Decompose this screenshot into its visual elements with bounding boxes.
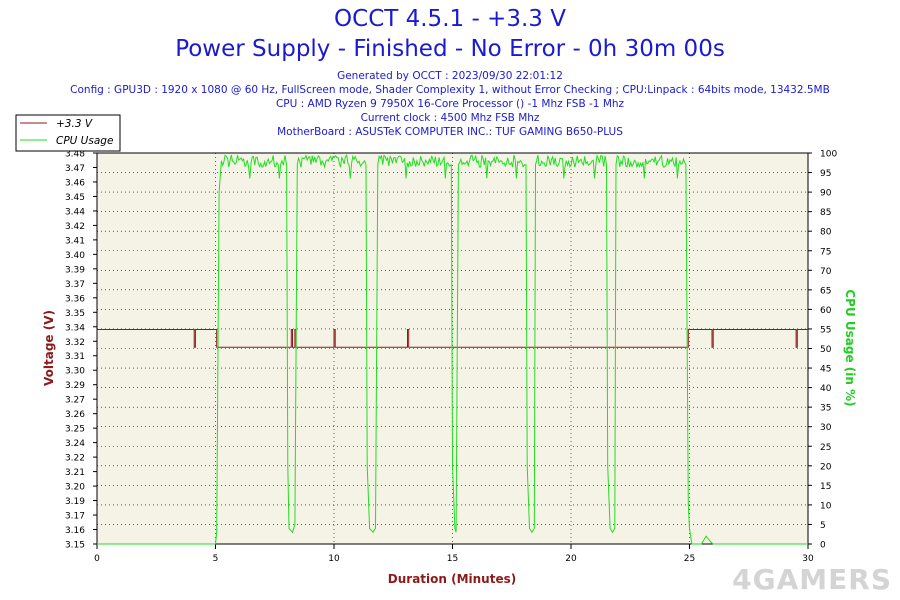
y2-tick-label: 20 xyxy=(820,462,832,472)
x-tick-label: 30 xyxy=(802,554,814,564)
chart-title: OCCT 4.5.1 - +3.3 V xyxy=(334,6,566,32)
y-tick-label: 3.29 xyxy=(65,381,85,391)
y2-tick-label: 100 xyxy=(820,150,837,160)
y2-tick-label: 60 xyxy=(820,306,832,316)
y-tick-label: 3.27 xyxy=(65,396,85,406)
y-tick-label: 3.31 xyxy=(65,352,85,362)
voltage-line xyxy=(97,329,808,348)
y2-tick-label: 45 xyxy=(820,365,831,375)
info-line-clock: Current clock : 4500 Mhz FSB Mhz xyxy=(360,112,540,124)
cpu-usage-line xyxy=(97,154,808,545)
y2-tick-label: 25 xyxy=(820,443,831,453)
y2-tick-label: 70 xyxy=(820,267,832,277)
y-tick-label: 3.25 xyxy=(65,425,85,435)
y2-tick-label: 55 xyxy=(820,325,831,335)
y2-tick-label: 75 xyxy=(820,247,831,257)
y-tick-label: 3.39 xyxy=(65,265,85,275)
legend-label-voltage: +3.3 V xyxy=(56,118,93,130)
y2-axis-label: CPU Usage (in %) xyxy=(843,289,857,406)
y2-tick-label: 85 xyxy=(820,208,831,218)
y-tick-label: 3.16 xyxy=(65,526,85,536)
y-tick-label: 3.45 xyxy=(65,193,85,203)
y2-tick-label: 10 xyxy=(820,501,832,511)
y2-tick-label: 30 xyxy=(820,423,832,433)
y-tick-label: 3.34 xyxy=(65,323,85,333)
y-axis-label: Voltage (V) xyxy=(42,310,56,386)
x-tick-label: 10 xyxy=(328,554,340,564)
info-line-config: Config : GPU3D : 1920 x 1080 @ 60 Hz, Fu… xyxy=(70,84,830,96)
y2-tick-label: 90 xyxy=(820,189,832,199)
y-tick-label: 3.32 xyxy=(65,338,85,348)
y-tick-label: 3.48 xyxy=(65,150,85,160)
y-tick-label: 3.41 xyxy=(65,236,85,246)
watermark-logo: 4GAMERS xyxy=(732,563,892,596)
y2-tick-label: 0 xyxy=(820,541,826,551)
y-tick-label: 3.42 xyxy=(65,222,85,232)
y-tick-label: 3.46 xyxy=(65,178,85,188)
y2-tick-label: 40 xyxy=(820,384,832,394)
y-tick-label: 3.40 xyxy=(65,251,85,261)
x-tick-label: 15 xyxy=(447,554,458,564)
y-tick-label: 3.21 xyxy=(65,468,85,478)
legend-label-cpu: CPU Usage xyxy=(56,135,113,147)
x-axis-label: Duration (Minutes) xyxy=(388,572,516,586)
x-tick-label: 25 xyxy=(684,554,695,564)
y-tick-label: 3.26 xyxy=(65,410,85,420)
x-tick-label: 20 xyxy=(565,554,577,564)
y-tick-label: 3.24 xyxy=(65,439,85,449)
info-line-generated: Generated by OCCT : 2023/09/30 22:01:12 xyxy=(337,70,563,82)
y-tick-label: 3.15 xyxy=(65,541,85,551)
y-tick-label: 3.36 xyxy=(65,294,85,304)
ticks: 0510152025303540455055606570758085909510… xyxy=(65,150,837,565)
legend: +3.3 V CPU Usage xyxy=(15,114,121,152)
series xyxy=(97,154,808,545)
y2-tick-label: 65 xyxy=(820,286,831,296)
y2-tick-label: 95 xyxy=(820,169,831,179)
chart-subtitle: Power Supply - Finished - No Error - 0h … xyxy=(175,36,725,62)
y-tick-label: 3.47 xyxy=(65,164,85,174)
y-tick-label: 3.30 xyxy=(65,367,85,377)
y-tick-label: 3.17 xyxy=(65,512,85,522)
y-tick-label: 3.20 xyxy=(65,483,85,493)
x-tick-label: 0 xyxy=(94,554,100,564)
info-line-cpu: CPU : AMD Ryzen 9 7950X 16-Core Processo… xyxy=(275,98,625,110)
y-tick-label: 3.44 xyxy=(65,207,85,217)
y-tick-label: 3.22 xyxy=(65,454,85,464)
x-tick-label: 5 xyxy=(213,554,219,564)
y-tick-label: 3.35 xyxy=(65,309,85,319)
y2-tick-label: 5 xyxy=(820,521,826,531)
y2-tick-label: 15 xyxy=(820,482,831,492)
y2-tick-label: 50 xyxy=(820,345,832,355)
y2-tick-label: 80 xyxy=(820,228,832,238)
legend-box xyxy=(15,114,121,152)
y-tick-label: 3.37 xyxy=(65,280,85,290)
y2-tick-label: 35 xyxy=(820,404,831,414)
grid xyxy=(96,152,809,545)
info-line-motherboard: MotherBoard : ASUSTeK COMPUTER INC.: TUF… xyxy=(277,126,623,138)
y-tick-label: 3.19 xyxy=(65,497,85,507)
